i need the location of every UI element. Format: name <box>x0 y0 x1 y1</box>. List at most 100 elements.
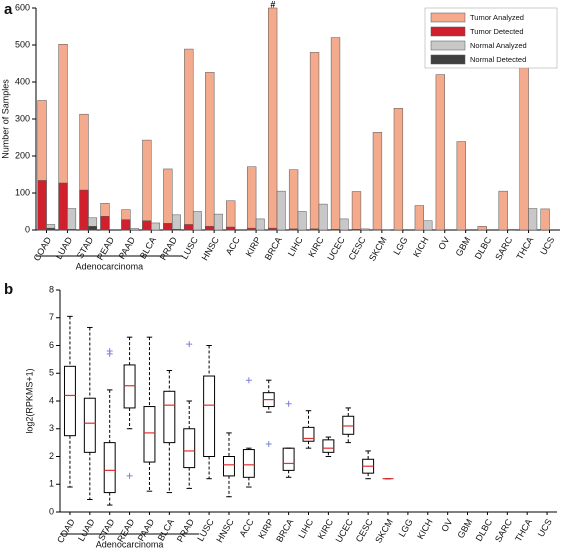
legend-label: Tumor Analyzed <box>470 13 524 22</box>
bar <box>226 200 236 231</box>
bar <box>163 223 173 231</box>
y-tick-label: 4 <box>49 395 54 405</box>
bar <box>309 228 320 231</box>
x-tick-label: LIHC <box>296 517 315 540</box>
y-tick-label: 300 <box>15 113 30 123</box>
x-tick-label: LUAD <box>76 517 97 543</box>
bar <box>309 52 320 231</box>
x-tick-label: KIRC <box>316 517 336 541</box>
x-tick-label: UCEC <box>334 517 356 545</box>
x-tick-label: BRCA <box>274 517 295 544</box>
outlier <box>186 341 193 348</box>
bar <box>192 211 202 231</box>
y-tick-label: 100 <box>15 187 30 197</box>
legend-swatch <box>430 54 466 65</box>
bar <box>351 229 362 231</box>
box <box>342 415 355 435</box>
x-tick-label: HNSC <box>214 517 236 545</box>
legend-label: Tumor Detected <box>470 27 524 36</box>
x-tick-label: SKCM <box>367 235 389 263</box>
y-tick-label: 600 <box>15 2 30 12</box>
bar <box>130 228 139 231</box>
annotation: # <box>270 0 275 9</box>
bar <box>37 180 47 231</box>
bar <box>255 218 265 231</box>
outlier <box>245 377 252 384</box>
x-tick-label: CESC <box>347 235 368 262</box>
panel-label: b <box>4 281 13 298</box>
bar <box>414 205 425 231</box>
legend-label: Normal Analyzed <box>470 41 527 50</box>
x-tick-label: KICH <box>411 235 430 259</box>
y-tick-label: 2 <box>49 451 54 461</box>
x-tick-label: PRAD <box>158 235 179 262</box>
bar <box>247 166 257 231</box>
x-tick-label: KIRP <box>244 235 263 258</box>
box <box>103 442 116 494</box>
x-tick-label: LIHC <box>286 235 305 258</box>
y-tick-label: 400 <box>15 76 30 86</box>
bar <box>288 228 299 231</box>
y-tick-label: 200 <box>15 150 30 160</box>
x-tick-label: READ <box>95 235 116 262</box>
x-tick-label: CESC <box>354 517 375 544</box>
bar <box>205 72 215 231</box>
bar <box>184 224 194 231</box>
bar <box>142 139 152 231</box>
group-label: Adenocarcinoma <box>96 539 164 549</box>
bar <box>151 222 160 231</box>
x-tick-label: UCS <box>538 235 556 256</box>
x-tick-label: UCS <box>536 517 554 538</box>
x-tick-label: SARC <box>493 235 514 262</box>
x-tick-label: KIRC <box>306 235 326 259</box>
x-tick-label: ACC <box>224 235 242 257</box>
x-tick-label: THCA <box>513 517 534 543</box>
bar <box>330 37 341 231</box>
x-tick-label: KIRP <box>256 517 275 540</box>
y-axis-label: log2(RPKMS+1) <box>24 368 34 433</box>
bar <box>267 7 278 231</box>
x-tick-label: THCA <box>514 235 535 261</box>
y-axis-label: Number of Samples <box>0 79 10 159</box>
y-tick-label: 5 <box>49 368 54 378</box>
bar <box>288 169 299 231</box>
y-tick-label: 8 <box>49 284 54 294</box>
bar <box>351 191 362 231</box>
bar <box>330 229 341 231</box>
bar <box>393 108 404 231</box>
box <box>183 428 196 469</box>
bar <box>519 47 529 231</box>
bar <box>46 227 56 231</box>
x-tick-label: GBM <box>454 235 473 258</box>
box <box>143 406 156 463</box>
bar <box>226 226 236 231</box>
y-tick-label: 500 <box>15 39 30 49</box>
bar <box>213 213 223 231</box>
bar <box>339 218 349 231</box>
bar <box>247 227 257 231</box>
bar <box>456 141 466 231</box>
x-tick-label: STAD <box>75 235 96 261</box>
x-tick-label: GBM <box>455 517 474 540</box>
bar <box>360 228 370 231</box>
bar <box>184 48 194 231</box>
bar <box>163 168 173 231</box>
x-tick-label: UCEC <box>325 235 347 263</box>
y-tick-label: 0 <box>49 506 54 516</box>
y-tick-label: 7 <box>49 312 54 322</box>
bar <box>477 226 487 231</box>
box <box>282 447 295 471</box>
y-tick-label: 0 <box>25 224 30 234</box>
legend-swatch <box>430 12 466 23</box>
bar <box>100 216 110 231</box>
x-tick-label: OV <box>436 235 451 251</box>
bar <box>67 229 77 231</box>
x-tick-label: HNSC <box>200 235 222 263</box>
bar <box>372 132 383 231</box>
x-tick-label: ACC <box>237 517 255 539</box>
x-tick-label: COAD <box>55 517 77 545</box>
x-tick-label: BLCA <box>138 235 158 260</box>
box <box>322 439 335 453</box>
outlier <box>265 441 272 448</box>
